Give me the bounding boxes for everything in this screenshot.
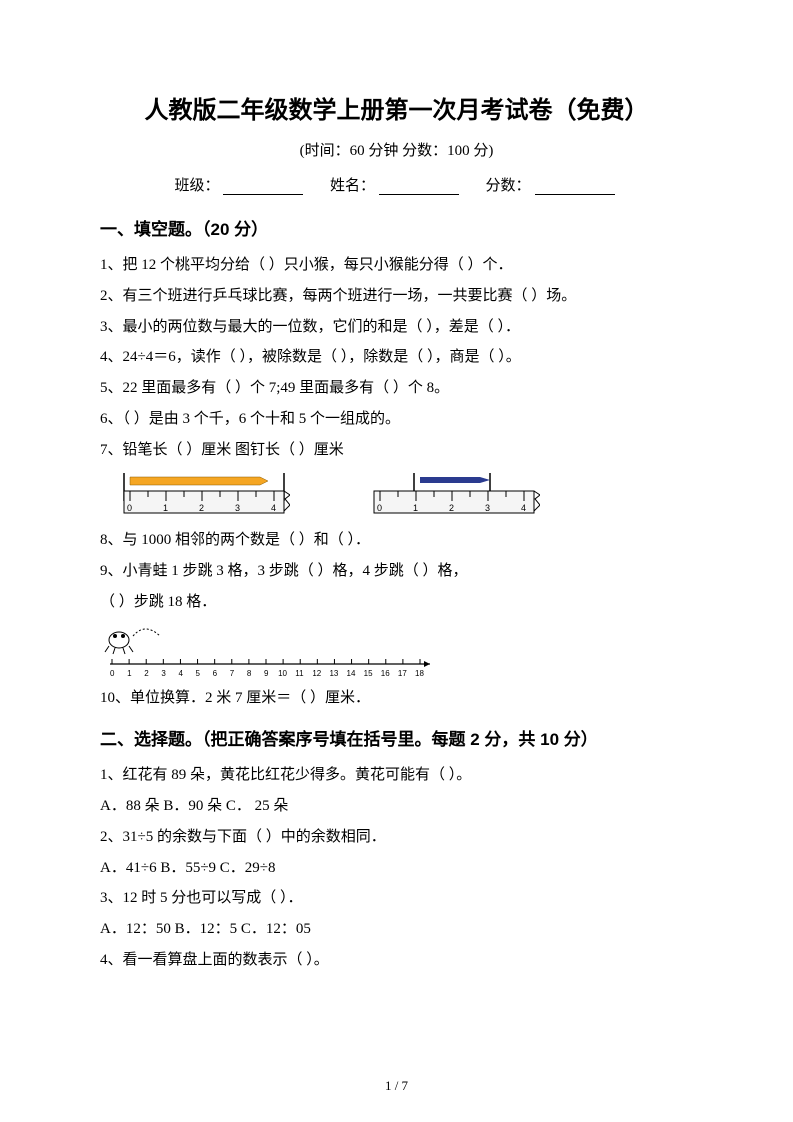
svg-text:4: 4	[178, 669, 183, 678]
svg-text:10: 10	[278, 669, 287, 678]
name-label: 姓名：	[330, 178, 375, 194]
svg-text:3: 3	[485, 503, 490, 513]
ruler-pin-icon: 0 1 2 3 4	[370, 471, 540, 519]
svg-text:3: 3	[235, 503, 240, 513]
section1-title: 一、填空题。（20 分）	[100, 215, 693, 240]
svg-text:12: 12	[312, 669, 321, 678]
q1-6: 6、（ ）是由 3 个千，6 个十和 5 个一组成的。	[100, 404, 693, 435]
class-blank	[223, 180, 303, 195]
info-row: 班级： 姓名： 分数：	[100, 174, 693, 195]
svg-text:2: 2	[449, 503, 454, 513]
q1-5: 5、22 里面最多有（ ）个 7;49 里面最多有（ ）个 8。	[100, 373, 693, 404]
svg-text:2: 2	[144, 669, 149, 678]
ruler-pencil-icon: 0 1 2 3 4	[120, 471, 290, 519]
svg-text:7: 7	[230, 669, 235, 678]
svg-text:11: 11	[295, 669, 304, 678]
svg-text:4: 4	[271, 503, 276, 513]
svg-text:8: 8	[247, 669, 252, 678]
q2-4: 4、看一看算盘上面的数表示（ ）。	[100, 945, 693, 976]
svg-text:0: 0	[110, 669, 115, 678]
q1-4: 4、24÷4＝6，读作（ ），被除数是（ ），除数是（ ），商是（ ）。	[100, 342, 693, 373]
svg-text:14: 14	[347, 669, 356, 678]
svg-text:4: 4	[521, 503, 526, 513]
svg-text:17: 17	[398, 669, 407, 678]
svg-text:1: 1	[163, 503, 168, 513]
page-title: 人教版二年级数学上册第一次月考试卷（免费）	[100, 90, 693, 125]
frog-numberline: 0123456789101112131415161718	[100, 624, 693, 679]
svg-text:13: 13	[329, 669, 338, 678]
q1-1: 1、把 12 个桃平均分给（ ）只小猴，每只小猴能分得（ ）个．	[100, 250, 693, 281]
svg-text:1: 1	[127, 669, 132, 678]
svg-text:1: 1	[413, 503, 418, 513]
svg-text:6: 6	[213, 669, 218, 678]
svg-text:9: 9	[264, 669, 269, 678]
q1-9b: （ ）步跳 18 格．	[100, 587, 693, 618]
exam-page: 人教版二年级数学上册第一次月考试卷（免费） (时间：60 分钟 分数：100 分…	[0, 0, 793, 1122]
score-label: 分数：	[486, 178, 531, 194]
q2-2a: A．41÷6 B．55÷9 C．29÷8	[100, 853, 693, 884]
svg-text:0: 0	[377, 503, 382, 513]
q1-2: 2、有三个班进行乒乓球比赛，每两个班进行一场，一共要比赛（ ）场。	[100, 281, 693, 312]
score-blank	[535, 180, 615, 195]
q2-1a: A．88 朵 B．90 朵 C． 25 朵	[100, 791, 693, 822]
page-number: 1 / 7	[0, 1078, 793, 1094]
ruler-figures: 0 1 2 3 4 0 1 2 3 4	[120, 471, 693, 519]
svg-text:2: 2	[199, 503, 204, 513]
name-blank	[379, 180, 459, 195]
q2-3a: A．12：50 B．12：5 C．12：05	[100, 914, 693, 945]
q1-10: 10、单位换算．2 米 7 厘米＝（ ）厘米．	[100, 683, 693, 714]
svg-text:0: 0	[127, 503, 132, 513]
q1-8: 8、与 1000 相邻的两个数是（ ）和（ ）．	[100, 525, 693, 556]
svg-text:16: 16	[381, 669, 390, 678]
q1-9a: 9、小青蛙 1 步跳 3 格，3 步跳（ ）格，4 步跳（ ）格，	[100, 556, 693, 587]
page-subtitle: (时间：60 分钟 分数：100 分)	[100, 139, 693, 160]
frog-numberline-icon: 0123456789101112131415161718	[100, 624, 440, 679]
q1-3: 3、最小的两位数与最大的一位数，它们的和是（ ），差是（ ）．	[100, 312, 693, 343]
svg-text:15: 15	[364, 669, 373, 678]
q2-2: 2、31÷5 的余数与下面（ ）中的余数相同．	[100, 822, 693, 853]
svg-text:3: 3	[161, 669, 166, 678]
svg-text:18: 18	[415, 669, 424, 678]
class-label: 班级：	[174, 178, 219, 194]
q2-1: 1、红花有 89 朵，黄花比红花少得多。黄花可能有（ ）。	[100, 760, 693, 791]
q2-3: 3、12 时 5 分也可以写成（ ）．	[100, 883, 693, 914]
svg-text:5: 5	[196, 669, 201, 678]
q1-7: 7、铅笔长（ ）厘米 图钉长（ ）厘米	[100, 435, 693, 466]
section2-title: 二、选择题。（把正确答案序号填在括号里。每题 2 分，共 10 分）	[100, 725, 693, 750]
